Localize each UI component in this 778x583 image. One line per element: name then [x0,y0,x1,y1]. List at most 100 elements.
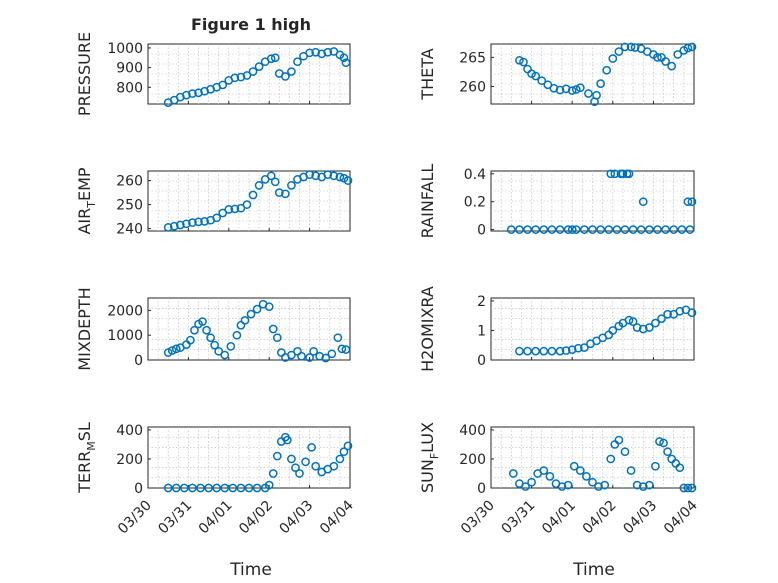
data-point [248,67,258,76]
data-point [673,50,683,59]
data-point [252,483,262,493]
data-point [305,353,314,362]
data-point [182,219,191,229]
data-point [188,218,197,227]
subplot-7: 0 200 400 03/30 03/31 04/01 04/02 04/03 04/04 TER… [75,422,357,537]
data-point [341,58,351,68]
data-point [242,200,252,209]
data-point [281,189,290,199]
data-point [582,472,591,481]
data-point [588,477,597,487]
data-point [580,343,589,352]
data-point [321,353,331,363]
data-point [204,483,213,493]
data-point [519,57,528,67]
data-point [539,466,549,475]
data-point [567,345,577,355]
data-point [293,57,302,67]
data-point [196,483,205,493]
data-point [226,342,236,351]
y-tick-label: 260 [459,80,486,96]
data-point [584,89,593,98]
data-point [521,482,530,491]
data-point [182,90,191,100]
data-point [210,340,220,350]
data-point [620,447,630,457]
data-point [343,176,353,185]
data-point [644,225,654,234]
y-axis-label: SUNFLUX [418,422,441,493]
data-point [323,170,333,179]
data-point [620,225,630,234]
data-point [266,171,276,181]
data-point [555,85,565,95]
data-point [575,466,585,475]
x-axis-label-right: Time [572,560,615,580]
data-point [687,197,697,207]
data-point [602,65,612,75]
data-point [333,333,343,343]
data-point [198,317,207,326]
data-point [657,314,666,324]
data-point [270,177,280,187]
data-point [311,461,321,471]
data-point [188,483,197,493]
data-point [202,325,211,335]
data-point [329,461,339,471]
y-axis-label: THETA [418,48,437,100]
data-point [163,483,173,493]
data-point [266,54,276,64]
data-point [683,483,693,493]
data-point [624,315,634,325]
data-point [626,42,636,52]
data-point [596,225,605,234]
x-axis-label-left: Time [229,560,272,580]
data-point [547,346,557,356]
data-point [523,346,532,356]
subplot-8: 0 200 400 03/30 03/31 04/01 04/02 04/03 04/04 SUN… [418,422,701,537]
data-point [575,83,585,93]
data-point [230,73,240,83]
data-point [268,469,278,478]
data-point [242,71,252,80]
y-tick-label: 0.2 [464,195,486,211]
data-point [628,317,638,326]
data-point [592,90,601,100]
data-point [218,80,228,90]
data-point [677,225,687,234]
data-point [663,447,672,457]
data-point [531,71,541,81]
data-point [186,335,195,345]
data-point [630,43,640,52]
data-point [264,480,274,490]
data-point [687,308,697,318]
data-point [545,472,555,481]
data-point [236,483,246,493]
data-point [614,435,624,445]
data-point [307,442,316,452]
data-point [608,326,618,335]
data-point [683,197,693,207]
data-point [527,477,536,487]
subplot-5: 0 1000 2000 MIXDEPTH [75,287,351,371]
data-point [669,225,679,234]
data-point [206,333,215,343]
data-point [557,482,567,491]
data-point [254,181,264,190]
data-point [531,225,541,234]
data-point [295,469,304,478]
data-point [291,463,300,473]
data-point [220,350,230,360]
y-tick-label: 2 [477,294,486,310]
data-point [287,350,296,360]
data-point [632,480,642,490]
data-point [190,325,199,335]
y-tick-label: 900 [116,61,143,77]
data-point [539,346,549,356]
data-point [230,204,240,214]
data-point [687,483,697,493]
data-point [547,225,557,234]
data-point [537,76,547,86]
